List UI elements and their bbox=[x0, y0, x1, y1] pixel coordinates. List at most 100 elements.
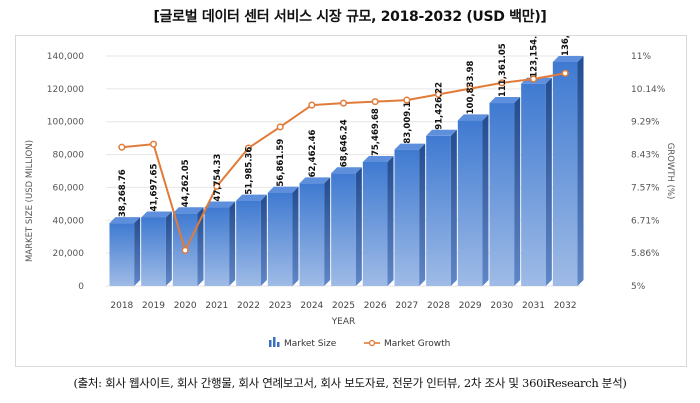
x-tick-label: 2029 bbox=[459, 301, 482, 311]
bar-front bbox=[457, 120, 483, 286]
legend-item-market-growth: Market Growth bbox=[364, 339, 450, 349]
bar bbox=[362, 156, 394, 286]
y2-tick-label: 11% bbox=[631, 52, 651, 62]
bar-top bbox=[552, 55, 584, 62]
x-tick-label: 2026 bbox=[364, 301, 387, 311]
bar bbox=[267, 186, 299, 286]
bar-side bbox=[165, 211, 172, 286]
market-size-chart: 38,268.76 41,697.65 44,262.05 47,754.33 51,9… bbox=[25, 36, 675, 349]
bar-front bbox=[204, 207, 230, 286]
bar-data-label: 83,009.1 bbox=[403, 102, 413, 144]
bar-data-label: 136,380.94 bbox=[561, 36, 571, 56]
bar-side bbox=[577, 55, 584, 286]
legend-label: Market Growth bbox=[384, 339, 450, 349]
growth-point bbox=[276, 123, 284, 131]
y-tick-label: 80,000 bbox=[53, 151, 85, 161]
growth-point bbox=[213, 182, 221, 190]
source-note: (출처: 회사 웹사이트, 회사 간행물, 회사 연례보고서, 회사 보도자료,… bbox=[73, 376, 627, 390]
growth-point bbox=[561, 69, 569, 77]
bar-data-label: 75,469.68 bbox=[371, 108, 381, 156]
legend-point-icon bbox=[368, 339, 376, 347]
x-tick-label: 2024 bbox=[300, 301, 323, 311]
x-tick-label: 2032 bbox=[554, 301, 577, 311]
bar-data-label: 62,462.46 bbox=[308, 129, 318, 177]
bar-top bbox=[331, 167, 362, 174]
y-tick-label: 40,000 bbox=[53, 216, 85, 226]
bar-side bbox=[229, 201, 236, 286]
x-tick-label: 2027 bbox=[395, 301, 418, 311]
bar-data-label: 41,697.65 bbox=[150, 164, 160, 212]
bar-data-label: 123,154.18 bbox=[530, 36, 540, 78]
y2-tick-label: 10.14% bbox=[631, 85, 666, 95]
bar-side bbox=[545, 77, 552, 286]
bar-side bbox=[134, 217, 141, 286]
bar-side bbox=[260, 194, 267, 286]
y-tick-label: 0 bbox=[78, 282, 84, 292]
legend-label: Market Size bbox=[284, 339, 337, 349]
bar-top bbox=[236, 194, 267, 201]
y-tick-label: 20,000 bbox=[53, 249, 85, 259]
y2-tick-label: 8.43% bbox=[631, 151, 660, 161]
growth-point bbox=[371, 98, 379, 106]
legend-bar-icon bbox=[269, 340, 272, 347]
bar-side bbox=[387, 156, 394, 286]
bar-front bbox=[362, 162, 388, 286]
y2-tick-label: 9.29% bbox=[631, 118, 660, 128]
bar-front bbox=[267, 192, 293, 286]
bar-front bbox=[331, 173, 356, 286]
bar-top bbox=[299, 177, 331, 184]
bar bbox=[521, 77, 552, 286]
x-tick-label: 2020 bbox=[174, 301, 197, 311]
bar-top bbox=[109, 217, 141, 224]
bar-front bbox=[141, 217, 166, 286]
bar-top bbox=[267, 186, 299, 193]
bar-front bbox=[236, 200, 261, 286]
growth-point bbox=[181, 246, 189, 254]
bar-top bbox=[394, 143, 426, 150]
bar-side bbox=[419, 143, 426, 286]
y2-tick-label: 5% bbox=[631, 282, 646, 292]
growth-point bbox=[529, 75, 538, 83]
y-tick-label: 100,000 bbox=[47, 118, 84, 128]
x-tick-label: 2031 bbox=[522, 301, 545, 311]
bar-data-label: 44,262.05 bbox=[181, 159, 191, 207]
bar-top bbox=[489, 97, 521, 104]
bar-side bbox=[482, 114, 489, 286]
y2-axis-title: GROWTH (%) bbox=[665, 143, 675, 200]
bar bbox=[457, 114, 489, 286]
growth-point bbox=[339, 99, 348, 107]
bar-side bbox=[450, 129, 457, 286]
y2-tick-label: 6.71% bbox=[631, 216, 660, 226]
bar-data-label: 56,861.59 bbox=[276, 139, 286, 187]
bar-side bbox=[324, 177, 331, 286]
y2-tick-label: 5.86% bbox=[631, 249, 660, 259]
bar-data-label: 47,754.33 bbox=[213, 154, 223, 202]
bar-side bbox=[197, 207, 204, 286]
bar bbox=[394, 143, 426, 286]
bar bbox=[204, 201, 236, 286]
bar bbox=[489, 97, 521, 286]
bar-data-label: 38,268.76 bbox=[118, 169, 128, 217]
bar bbox=[109, 217, 141, 286]
y-tick-label: 60,000 bbox=[53, 183, 85, 193]
bar-top bbox=[172, 207, 204, 214]
bar-side bbox=[514, 97, 521, 286]
bar-top bbox=[141, 211, 172, 218]
growth-point bbox=[308, 101, 316, 109]
bar bbox=[141, 211, 172, 286]
bar-front bbox=[394, 149, 420, 286]
bar-front bbox=[109, 223, 135, 286]
legend-item-market-size: Market Size bbox=[269, 337, 337, 349]
bar bbox=[331, 167, 362, 286]
x-tick-label: 2028 bbox=[427, 301, 450, 311]
bar bbox=[172, 207, 204, 286]
y2-tick-label: 7.57% bbox=[631, 183, 660, 193]
y-axis-title: MARKET SIZE (USD MILLION) bbox=[25, 140, 35, 262]
bar-data-label: 111,361.05 bbox=[498, 43, 508, 97]
chart-container: 38,268.76 41,697.65 44,262.05 47,754.33 51,9… bbox=[15, 35, 687, 367]
bar bbox=[552, 55, 584, 286]
bar-side bbox=[355, 167, 362, 286]
growth-point bbox=[466, 85, 474, 93]
bar-front bbox=[552, 61, 578, 286]
bar bbox=[426, 129, 457, 286]
